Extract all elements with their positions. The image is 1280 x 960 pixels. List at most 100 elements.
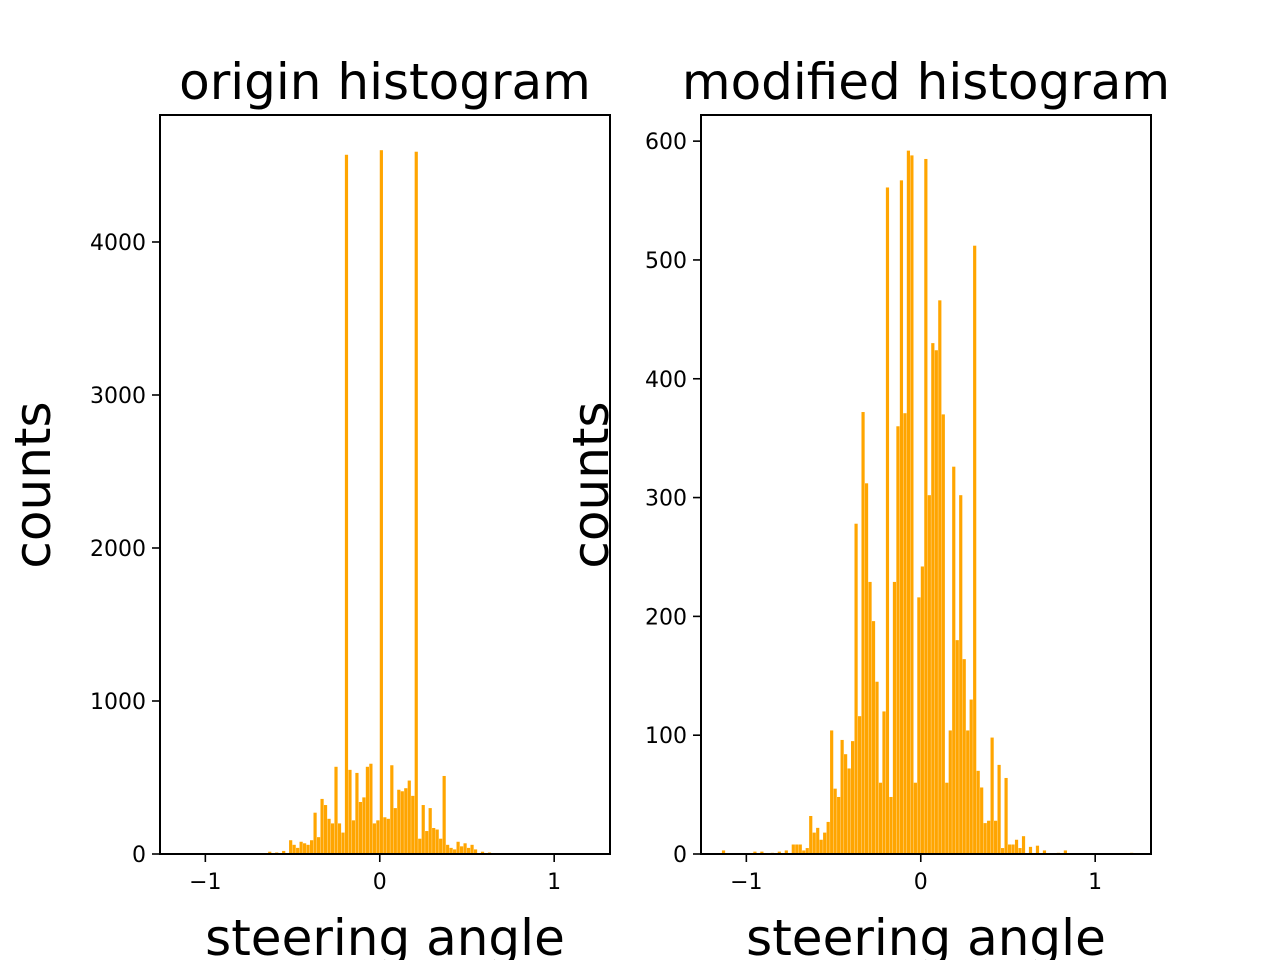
histogram-bar bbox=[753, 851, 757, 854]
histogram-bar bbox=[369, 763, 373, 854]
histogram-bar bbox=[889, 796, 893, 854]
x-axis-title: steering angle bbox=[205, 909, 565, 960]
y-tick-label: 4000 bbox=[90, 231, 146, 256]
histogram-bar bbox=[721, 850, 726, 854]
histogram-bar bbox=[969, 699, 973, 854]
histogram-bar bbox=[439, 838, 443, 854]
x-tick-label: 0 bbox=[914, 870, 928, 895]
histogram-bar bbox=[337, 823, 342, 854]
histogram-bar bbox=[397, 789, 401, 854]
histogram-bar bbox=[920, 566, 924, 854]
histogram-bar bbox=[310, 840, 314, 854]
histogram-bar bbox=[994, 820, 998, 854]
histogram-bar bbox=[861, 412, 865, 854]
histogram-bar bbox=[784, 850, 788, 854]
bars-group bbox=[268, 150, 502, 855]
histogram-bar bbox=[372, 823, 376, 854]
histogram-bar bbox=[875, 681, 879, 854]
histogram-bar bbox=[362, 797, 366, 854]
histogram-bar bbox=[421, 805, 425, 854]
histogram-bar bbox=[777, 851, 781, 854]
histogram-bar bbox=[952, 466, 956, 854]
histogram-bar bbox=[885, 187, 890, 855]
histogram-bar bbox=[418, 838, 422, 854]
plot-frame bbox=[159, 114, 611, 855]
ticks-group: −1 0 1 0 100 200 300 400 500 600 bbox=[645, 130, 1102, 895]
histogram-bar bbox=[404, 788, 408, 854]
histogram-bar bbox=[449, 847, 453, 854]
x-tick-label: 0 bbox=[373, 870, 387, 895]
histogram-bar bbox=[386, 818, 390, 854]
histogram-bar bbox=[997, 764, 1001, 854]
histogram-bar bbox=[990, 737, 994, 854]
x-tick-label: −1 bbox=[189, 870, 221, 895]
histogram-bar bbox=[962, 659, 966, 854]
y-tick-label: 400 bbox=[645, 368, 687, 393]
y-tick-label: 3000 bbox=[90, 384, 146, 409]
histogram-bar bbox=[365, 766, 369, 854]
histogram-bar bbox=[1028, 846, 1033, 854]
histogram-bar bbox=[432, 827, 436, 854]
y-tick-label: 600 bbox=[645, 130, 687, 155]
histogram-bar bbox=[941, 414, 945, 854]
histogram-bar bbox=[973, 245, 977, 854]
histogram-bar bbox=[442, 775, 446, 854]
chart-title: origin histogram bbox=[179, 53, 591, 111]
histogram-bar bbox=[351, 820, 356, 854]
histogram-bar bbox=[837, 796, 841, 854]
histogram-bar bbox=[414, 151, 418, 855]
histogram-bar bbox=[938, 300, 942, 855]
histogram-bar bbox=[341, 832, 345, 854]
histogram-bar bbox=[840, 739, 844, 854]
origin-histogram-chart: origin histogram counts steering angle −… bbox=[4, 53, 611, 960]
histogram-bar bbox=[983, 823, 987, 854]
histogram-bar bbox=[463, 843, 467, 854]
histogram-bar bbox=[473, 849, 478, 854]
modified-histogram-chart: modified histogram counts steering angle… bbox=[562, 53, 1170, 960]
histogram-bar bbox=[348, 769, 352, 854]
histogram-bar bbox=[411, 795, 415, 854]
histogram-bar bbox=[303, 843, 307, 854]
histogram-bar bbox=[976, 770, 980, 854]
histogram-bar bbox=[980, 787, 984, 854]
histogram-bar bbox=[851, 741, 855, 854]
histogram-bar bbox=[1007, 844, 1012, 854]
histogram-bar bbox=[1004, 777, 1008, 854]
histogram-bar bbox=[805, 848, 809, 854]
histogram-bar bbox=[833, 788, 837, 854]
histogram-bar bbox=[456, 841, 460, 854]
histogram-bar bbox=[864, 483, 869, 854]
histogram-bar bbox=[857, 716, 862, 854]
histogram-bar bbox=[316, 837, 321, 854]
histogram-bar bbox=[791, 844, 795, 854]
histogram-bar bbox=[966, 730, 970, 854]
histogram-bar bbox=[390, 765, 394, 854]
histogram-bar bbox=[924, 158, 928, 854]
histogram-bar bbox=[425, 831, 429, 854]
y-tick-label: 1000 bbox=[90, 690, 146, 715]
histogram-bar bbox=[882, 711, 886, 854]
y-tick-label: 300 bbox=[645, 487, 687, 512]
y-tick-label: 2000 bbox=[90, 537, 146, 562]
y-tick-label: 0 bbox=[673, 843, 687, 868]
histogram-bar bbox=[959, 495, 963, 854]
histogram-bar bbox=[931, 343, 935, 854]
histogram-bar bbox=[760, 851, 764, 854]
histogram-bar bbox=[1018, 848, 1022, 854]
histogram-bar bbox=[802, 850, 806, 854]
x-tick-label: 1 bbox=[1088, 870, 1102, 895]
histogram-bar bbox=[809, 815, 813, 854]
x-axis-title: steering angle bbox=[746, 909, 1106, 960]
histogram-bar bbox=[906, 150, 910, 854]
histogram-bar bbox=[816, 827, 820, 854]
histogram-bar bbox=[987, 820, 991, 854]
bars-group bbox=[721, 150, 1134, 855]
histogram-bar bbox=[1042, 850, 1047, 854]
histogram-bar bbox=[1035, 845, 1040, 854]
histogram-bar bbox=[460, 846, 464, 854]
y-axis-title: counts bbox=[4, 401, 62, 568]
histogram-bar bbox=[344, 154, 349, 854]
histogram-bar bbox=[955, 640, 959, 854]
x-tick-label: −1 bbox=[730, 870, 762, 895]
histogram-bar bbox=[826, 821, 830, 854]
